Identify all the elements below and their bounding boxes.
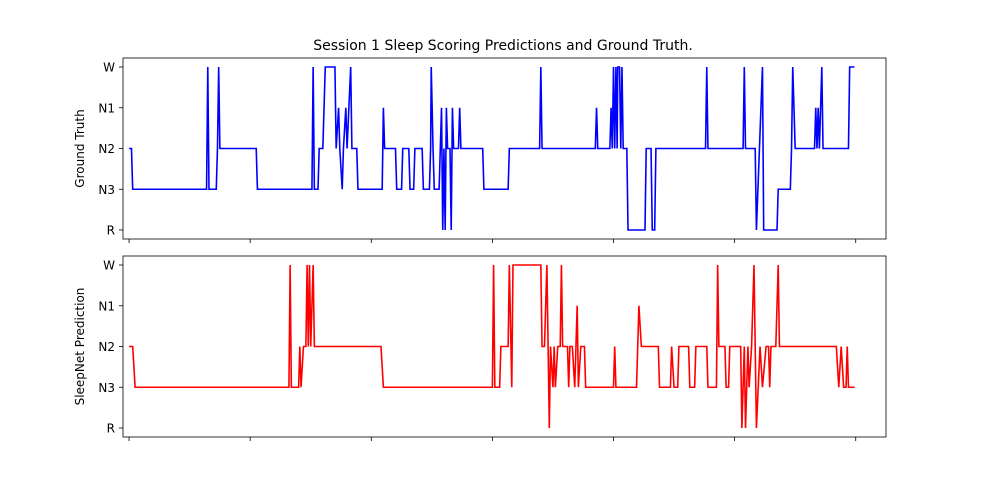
ground-truth-panel: R N3 N2 N1 W Ground Truth (73, 57, 887, 243)
ground-truth-series-line (129, 66, 855, 231)
prediction-ylabel: SleepNet Prediction (73, 288, 87, 406)
ground-truth-ytick-label: N2 (98, 142, 115, 156)
prediction-panel: R N3 N2 N1 W SleepNet Prediction (73, 255, 887, 441)
prediction-ytick-label: N3 (98, 381, 115, 395)
ground-truth-ytick-label: W (103, 61, 115, 75)
prediction-series-line (129, 264, 855, 429)
ground-truth-ylabel: Ground Truth (73, 109, 87, 187)
prediction-ytick-label: N2 (98, 340, 115, 354)
chart-title: Session 1 Sleep Scoring Predictions and … (313, 38, 693, 54)
prediction-ytick-label: R (107, 422, 115, 436)
ground-truth-ytick-label: N1 (98, 101, 115, 115)
prediction-ytick-label: W (103, 259, 115, 273)
prediction-ytick-label: N1 (98, 299, 115, 313)
ground-truth-ytick-label: N3 (98, 183, 115, 197)
ground-truth-ytick-label: R (107, 224, 115, 238)
